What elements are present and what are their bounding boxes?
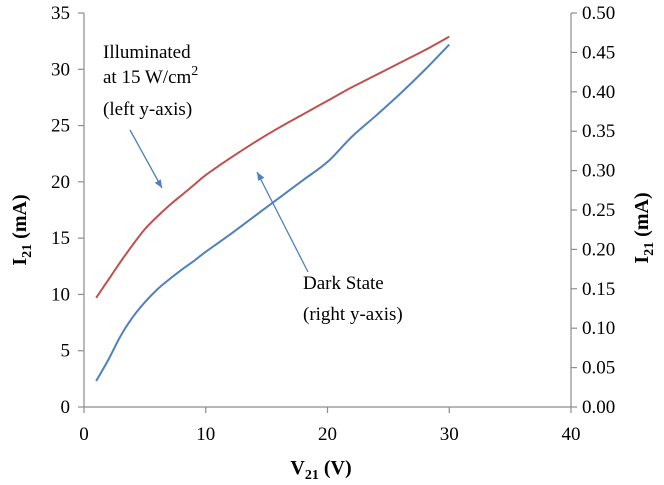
- y-left-tick-label: 25: [51, 116, 70, 137]
- annotation-illuminated: Illuminated at 15 W/cm2 (left y-axis): [103, 42, 198, 189]
- annotation-illuminated-line1: Illuminated: [103, 42, 191, 63]
- annotation-illuminated-line2: at 15 W/cm2: [103, 64, 198, 88]
- y-right-tick-label: 0.40: [582, 82, 615, 103]
- y-left-tick-label: 5: [61, 341, 71, 362]
- y-left-axis-title: I21 (mA): [9, 194, 35, 265]
- y-left-tick-label: 10: [51, 284, 70, 305]
- y-right-tick-label: 0.30: [582, 161, 615, 182]
- y-left-tick-label: 0: [61, 397, 71, 418]
- y-left-tick-label: 30: [51, 59, 70, 80]
- annotation-illuminated-arrow: [129, 129, 163, 189]
- y-right-tick-label: 0.05: [582, 358, 615, 379]
- ticks: 0 10 20 30 40 0 5 10 15 20 25 30 35 0.00 0.05 0.10 0.15 0…: [51, 3, 615, 445]
- x-tick-label: 10: [196, 424, 215, 445]
- y-left-tick-label: 35: [51, 3, 70, 24]
- y-right-tick-label: 0.10: [582, 318, 615, 339]
- y-right-axis-title: I21 (mA): [631, 192, 657, 263]
- annotation-illuminated-line3: (left y-axis): [103, 99, 192, 120]
- y-right-tick-label: 0.35: [582, 121, 615, 142]
- annotation-dark-line1: Dark State: [303, 273, 384, 294]
- x-tick-label: 20: [318, 424, 337, 445]
- annotation-dark-arrow: [256, 171, 309, 273]
- x-tick-label: 40: [562, 424, 581, 445]
- y-right-tick-label: 0.00: [582, 397, 615, 418]
- annotation-dark-arrowhead: [257, 172, 265, 181]
- x-axis-title: V21 (V): [290, 457, 351, 483]
- annotation-dark-state: Dark State (right y-axis): [256, 171, 403, 325]
- series-line-illuminated: [95, 35, 450, 299]
- x-tick-label: 0: [79, 424, 89, 445]
- y-right-tick-label: 0.50: [582, 3, 615, 24]
- annotation-illuminated-arrowhead: [154, 179, 162, 188]
- y-left-tick-label: 15: [51, 228, 70, 249]
- series: [95, 35, 450, 382]
- y-right-tick-label: 0.20: [582, 239, 615, 260]
- series-line-dark-state: [95, 43, 450, 382]
- y-right-tick-label: 0.45: [582, 42, 615, 63]
- y-right-tick-label: 0.15: [582, 279, 615, 300]
- annotation-dark-line2: (right y-axis): [303, 304, 403, 325]
- x-tick-label: 30: [440, 424, 459, 445]
- y-left-tick-label: 20: [51, 172, 70, 193]
- y-right-tick-label: 0.25: [582, 200, 615, 221]
